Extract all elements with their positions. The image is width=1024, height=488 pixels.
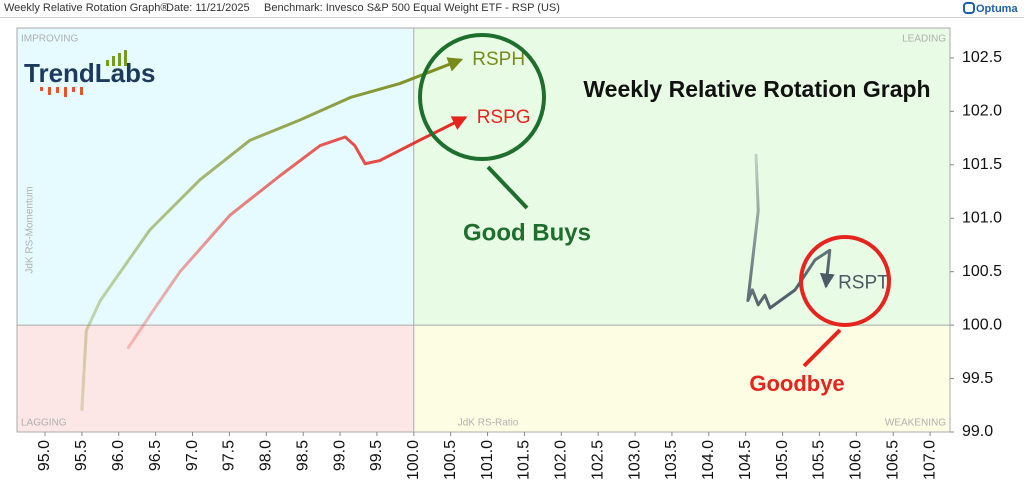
- x-tick-label: 101.0: [479, 440, 496, 480]
- x-tick-label: 95.5: [73, 440, 90, 471]
- y-tick-label: 101.0: [962, 209, 1002, 226]
- highlight-circle: [418, 33, 546, 161]
- quadrant-label: IMPROVING: [21, 34, 78, 45]
- x-tick-label: 106.0: [848, 440, 865, 480]
- x-tick-label: 104.0: [700, 440, 717, 480]
- x-tick-label: 100.5: [442, 440, 459, 480]
- x-tick-label: 96.0: [110, 440, 127, 471]
- highlight-circle: [799, 235, 891, 327]
- quadrant-improving: [17, 28, 414, 326]
- chart-title: Weekly Relative Rotation Graph: [583, 76, 930, 102]
- x-tick-label: 100.0: [405, 440, 422, 480]
- series-label: RSPG: [477, 107, 531, 128]
- x-tick-label: 103.5: [663, 440, 680, 480]
- brand: Optuma: [976, 3, 1018, 15]
- callout-line: [486, 165, 529, 210]
- logo-bars: [106, 50, 127, 66]
- series-tail: [746, 153, 835, 310]
- quadrant-label: WEAKENING: [885, 418, 946, 429]
- header-benchmark: Benchmark: Invesco S&P 500 Equal Weight …: [264, 2, 560, 14]
- x-tick-label: 106.5: [884, 440, 901, 480]
- plot-frame: [16, 27, 951, 433]
- quadrant-label: LAGGING: [21, 418, 67, 429]
- x-tick-label: 102.0: [553, 440, 570, 480]
- x-tick-label: 102.5: [589, 440, 606, 480]
- series-tail: [126, 116, 468, 350]
- x-tick-label: 97.0: [184, 440, 201, 471]
- header-date: Date: 11/21/2025: [166, 2, 250, 14]
- x-tick-label: 98.5: [294, 440, 311, 471]
- x-tick-label: 107.0: [921, 440, 938, 480]
- y-tick-label: 100.0: [962, 316, 1002, 333]
- y-tick-label: 102.0: [962, 103, 1002, 120]
- brand-icon: [963, 2, 975, 14]
- logo: TrendLabs: [24, 58, 155, 88]
- x-tick-label: 105.0: [774, 440, 791, 480]
- x-tick-label: 104.5: [737, 440, 754, 480]
- y-tick-label: 100.5: [962, 263, 1002, 280]
- logo-bars: [40, 87, 83, 97]
- quadrant-label: LEADING: [902, 34, 946, 45]
- y-tick-label: 99.5: [962, 370, 993, 387]
- header-title: Weekly Relative Rotation Graph®: [4, 2, 168, 14]
- series-label: RSPH: [472, 49, 525, 70]
- x-tick-label: 99.5: [368, 440, 385, 471]
- quadrant-weakening: [413, 325, 950, 432]
- x-tick-label: 96.5: [147, 440, 164, 471]
- x-tick-label: 105.5: [811, 440, 828, 480]
- x-tick-label: 95.0: [36, 440, 53, 471]
- y-tick-label: 102.5: [962, 49, 1002, 66]
- y-tick-label: 99.0: [962, 423, 993, 440]
- annotation: Good Buys: [463, 219, 591, 246]
- annotation: Goodbye: [749, 371, 844, 396]
- series-label: RSPT: [838, 273, 889, 294]
- x-tick-label: 99.0: [331, 440, 348, 471]
- x-tick-label: 98.0: [258, 440, 275, 471]
- y-tick-label: 101.5: [962, 156, 1002, 173]
- quadrant-leading: [413, 28, 950, 326]
- series-tail: [80, 57, 464, 412]
- x-tick-label: 97.5: [221, 440, 238, 471]
- x-tick-label: 101.5: [516, 440, 533, 480]
- callout-line: [802, 328, 842, 368]
- x-tick-label: 103.0: [626, 440, 643, 480]
- quadrant-lagging: [17, 325, 414, 432]
- y-axis-label: JdK RS-Momentum: [25, 186, 36, 273]
- x-axis-label: JdK RS-Ratio: [458, 418, 519, 429]
